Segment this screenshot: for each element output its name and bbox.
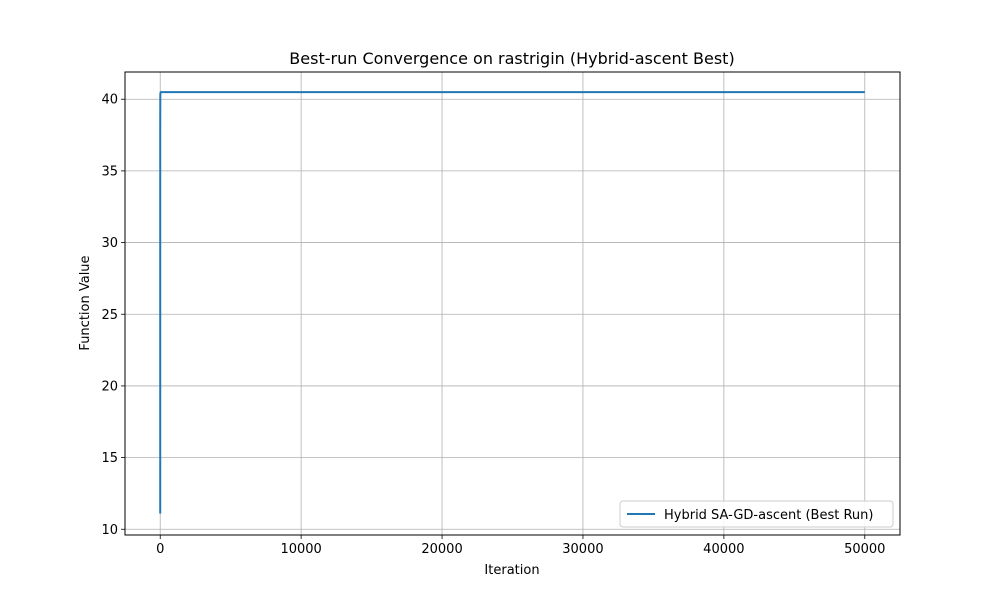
plot-frame — [124, 71, 901, 536]
x-tick-label: 0 — [156, 542, 164, 557]
y-tick-label: 20 — [101, 379, 118, 394]
y-tick-label: 10 — [101, 523, 118, 538]
series-layer — [159, 91, 865, 514]
y-tick-label: 15 — [101, 451, 118, 466]
x-axis-title: Iteration — [484, 563, 539, 578]
series-line — [159, 91, 865, 514]
y-tick-label: 35 — [101, 164, 118, 179]
y-tick-label: 40 — [101, 93, 118, 108]
x-tick-label: 20000 — [421, 542, 462, 557]
y-axis-ticks: 10 15 20 25 30 35 40 — [101, 93, 125, 538]
y-axis-title: Function Value — [78, 255, 93, 350]
chart-title: Best-run Convergence on rastrigin (Hybri… — [289, 49, 734, 68]
x-tick-label: 40000 — [703, 542, 744, 557]
x-tick-label: 50000 — [844, 542, 885, 557]
y-tick-label: 25 — [101, 308, 118, 323]
legend-label: Hybrid SA-GD-ascent (Best Run) — [664, 508, 873, 523]
x-tick-label: 30000 — [562, 542, 603, 557]
x-tick-label: 10000 — [280, 542, 321, 557]
legend-box — [619, 500, 894, 528]
grid — [125, 72, 900, 535]
legend: Hybrid SA-GD-ascent (Best Run) — [619, 500, 894, 528]
y-tick-label: 30 — [101, 236, 118, 251]
x-axis-ticks: 0 10000 20000 30000 40000 50000 — [156, 535, 885, 557]
